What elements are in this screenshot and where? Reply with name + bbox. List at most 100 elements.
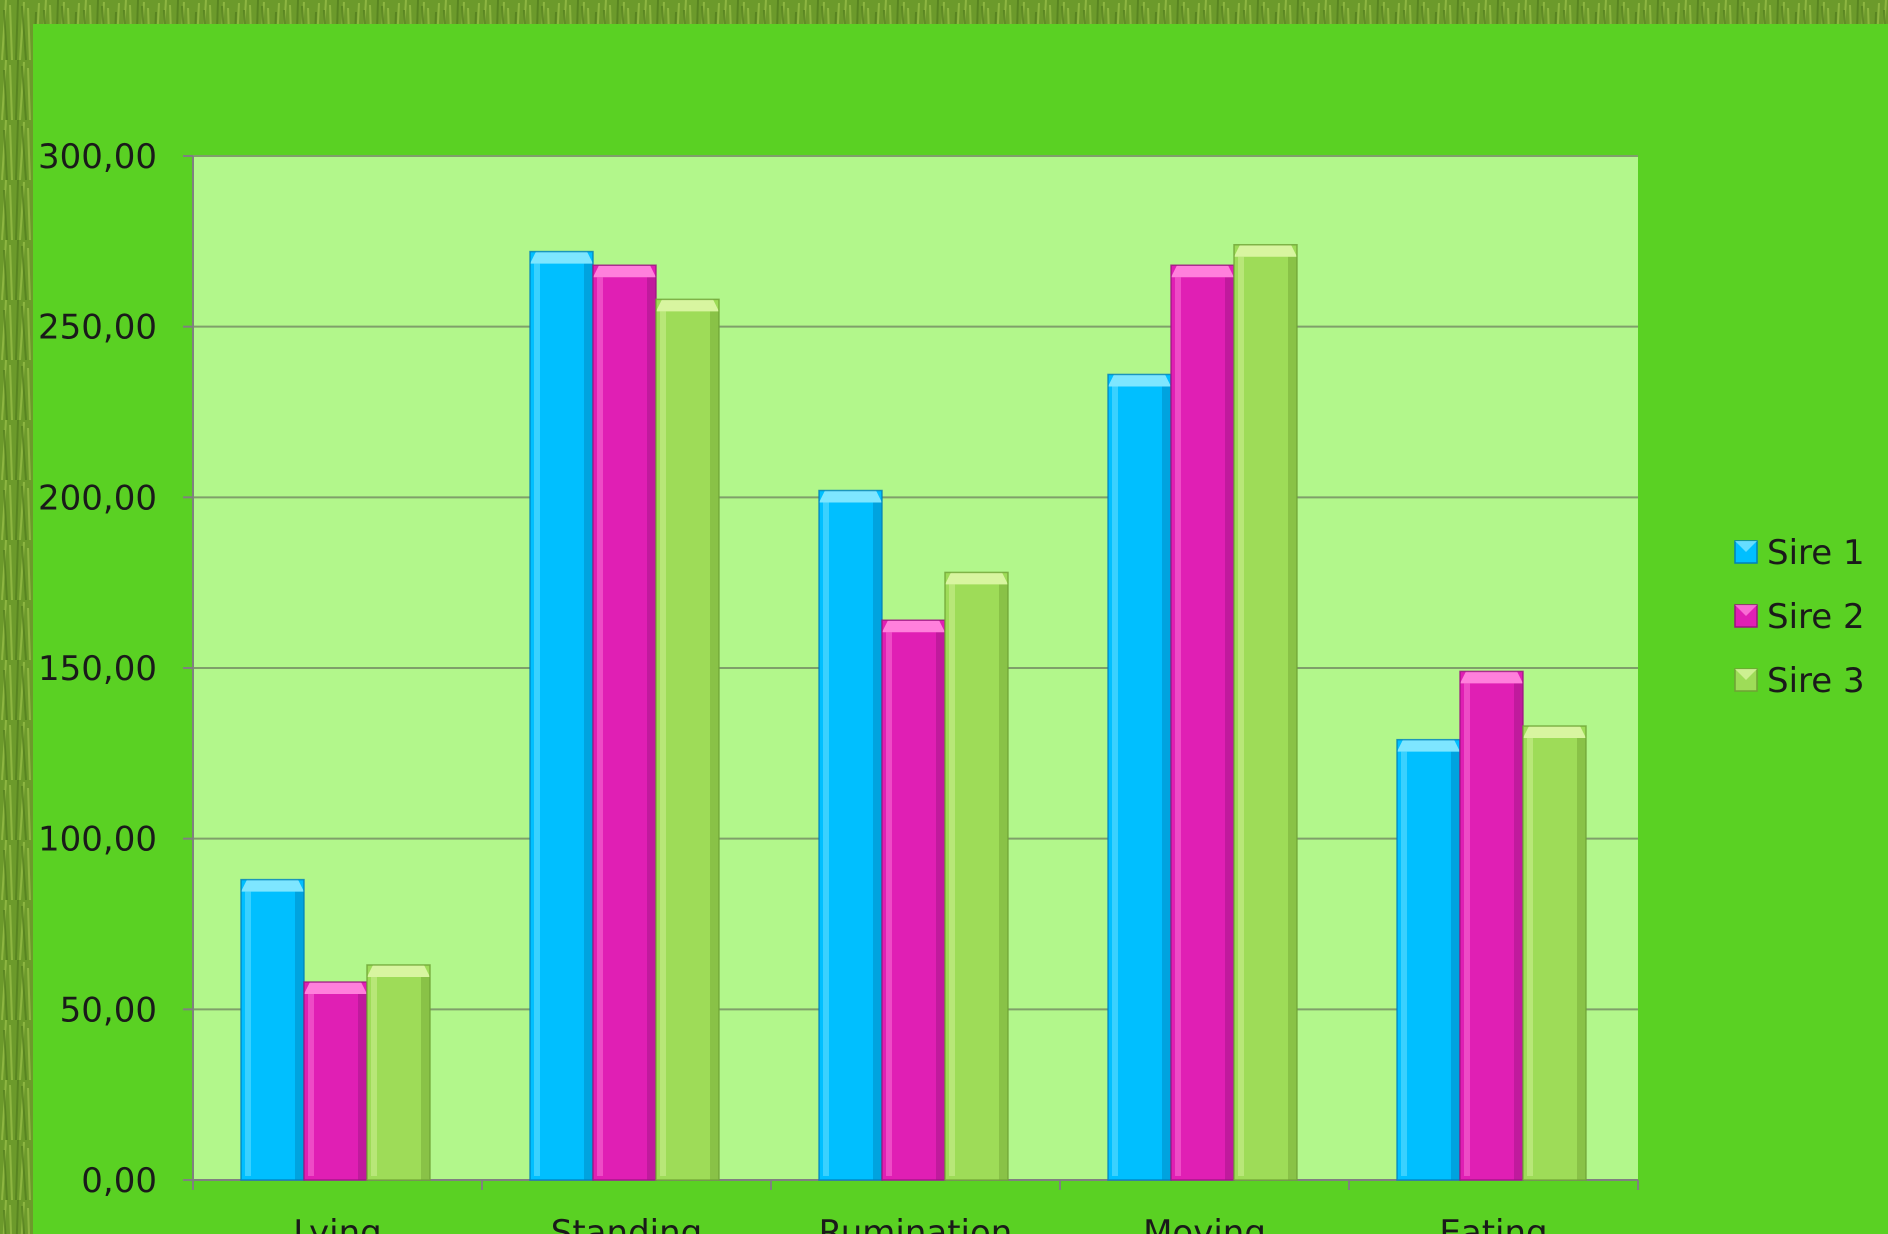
bar-cap — [530, 251, 593, 264]
bar-body — [1523, 726, 1586, 1180]
bar-body — [304, 982, 367, 1180]
bar-shade — [1288, 256, 1297, 1180]
bar-cap — [304, 982, 367, 995]
bar-rumination-sire-2 — [881, 619, 946, 1181]
bar-standing-sire-2 — [592, 264, 657, 1181]
bar-body — [882, 620, 945, 1180]
legend-swatch-bevel — [1735, 669, 1757, 680]
bar-highlight — [660, 311, 666, 1176]
bar-highlight — [308, 994, 314, 1176]
legend-item-sire-2: Sire 2 — [1734, 597, 1865, 637]
x-tick-label: Standing — [551, 1213, 702, 1234]
bar-highlight — [371, 976, 377, 1176]
bar-cap — [367, 964, 430, 977]
x-tick-label: Lying — [293, 1213, 382, 1234]
bar-highlight — [1464, 683, 1470, 1176]
bar-standing-sire-1 — [529, 250, 594, 1181]
bar-body — [1460, 671, 1523, 1180]
bar-rumination-sire-3 — [944, 571, 1009, 1181]
bar-cap — [1234, 244, 1297, 257]
bar-body — [241, 879, 304, 1180]
bar-cap — [593, 265, 656, 278]
bar-highlight — [1238, 256, 1244, 1176]
y-tick-label: 0,00 — [81, 1161, 157, 1201]
bar-cap — [656, 299, 719, 312]
bar-lying-sire-1 — [240, 878, 305, 1181]
bar-cap — [819, 490, 882, 503]
bar-highlight — [534, 263, 540, 1176]
bar-shade — [421, 976, 430, 1180]
bar-lying-sire-3 — [366, 964, 431, 1181]
bar-body — [1108, 374, 1171, 1180]
bar-shade — [647, 277, 656, 1180]
legend: Sire 1 Sire 2 Sire 3 — [1734, 533, 1865, 701]
y-tick-label: 200,00 — [38, 478, 157, 518]
legend-swatch-bevel — [1735, 605, 1757, 616]
bar-highlight — [597, 277, 603, 1176]
bar-eating-sire-3 — [1522, 725, 1587, 1181]
bar-shade — [358, 994, 367, 1180]
y-tick-label: 300,00 — [38, 137, 157, 177]
bar-lying-sire-2 — [303, 981, 368, 1181]
bar-moving-sire-2 — [1170, 264, 1235, 1181]
y-tick-label: 50,00 — [60, 990, 157, 1030]
bar-rumination-sire-1 — [818, 489, 883, 1181]
bar-moving-sire-3 — [1233, 243, 1298, 1181]
bar-shade — [1162, 386, 1171, 1180]
bar-cap — [1108, 374, 1171, 387]
bar-highlight — [1401, 751, 1407, 1176]
bar-highlight — [1175, 277, 1181, 1176]
legend-item-sire-3: Sire 3 — [1734, 661, 1865, 701]
x-tick-label: Moving — [1143, 1213, 1266, 1234]
bar-body — [1234, 244, 1297, 1180]
legend-label: Sire 2 — [1767, 597, 1865, 637]
bar-highlight — [886, 632, 892, 1176]
bar-shade — [1225, 277, 1234, 1180]
bar-cap — [945, 572, 1008, 585]
bar-cap — [1171, 265, 1234, 278]
bar-outline — [1522, 725, 1587, 1181]
bar-outline — [944, 571, 1009, 1181]
bar-shade — [1577, 738, 1586, 1180]
bar-shade — [295, 891, 304, 1180]
bar-eating-sire-2 — [1459, 670, 1524, 1181]
bar-shade — [873, 502, 882, 1180]
bar-shade — [1514, 683, 1523, 1180]
legend-swatch-bevel — [1735, 541, 1757, 552]
bar-shade — [999, 584, 1008, 1180]
bar-cap — [1460, 671, 1523, 684]
bar-body — [1171, 265, 1234, 1180]
legend-item-sire-1: Sire 1 — [1734, 533, 1865, 573]
bar-body — [819, 490, 882, 1180]
bar-moving-sire-1 — [1107, 373, 1172, 1181]
bar-body — [530, 251, 593, 1180]
bars — [240, 243, 1587, 1181]
y-tick-label: 150,00 — [38, 649, 157, 689]
bar-shade — [936, 632, 945, 1180]
x-tick-label: Eating — [1439, 1213, 1547, 1234]
bar-highlight — [245, 891, 251, 1176]
bar-cap — [1397, 739, 1460, 752]
bar-eating-sire-1 — [1396, 738, 1461, 1181]
bar-shade — [584, 263, 593, 1180]
x-tick-label: Rumination — [819, 1213, 1013, 1234]
legend-label: Sire 3 — [1767, 661, 1865, 701]
bar-outline — [655, 298, 720, 1181]
bar-highlight — [949, 584, 955, 1176]
bar-highlight — [1112, 386, 1118, 1176]
bar-highlight — [823, 502, 829, 1176]
y-tick-label: 100,00 — [38, 820, 157, 860]
bar-body — [593, 265, 656, 1180]
bar-cap — [241, 879, 304, 892]
bar-body — [656, 299, 719, 1180]
bar-shade — [710, 311, 719, 1180]
bar-body — [367, 964, 430, 1180]
bar-body — [1397, 739, 1460, 1180]
bar-standing-sire-3 — [655, 298, 720, 1181]
bar-outline — [1233, 243, 1298, 1181]
bar-cap — [882, 620, 945, 633]
bar-shade — [1451, 751, 1460, 1180]
y-tick-label: 250,00 — [38, 308, 157, 348]
bar-outline — [366, 964, 431, 1181]
